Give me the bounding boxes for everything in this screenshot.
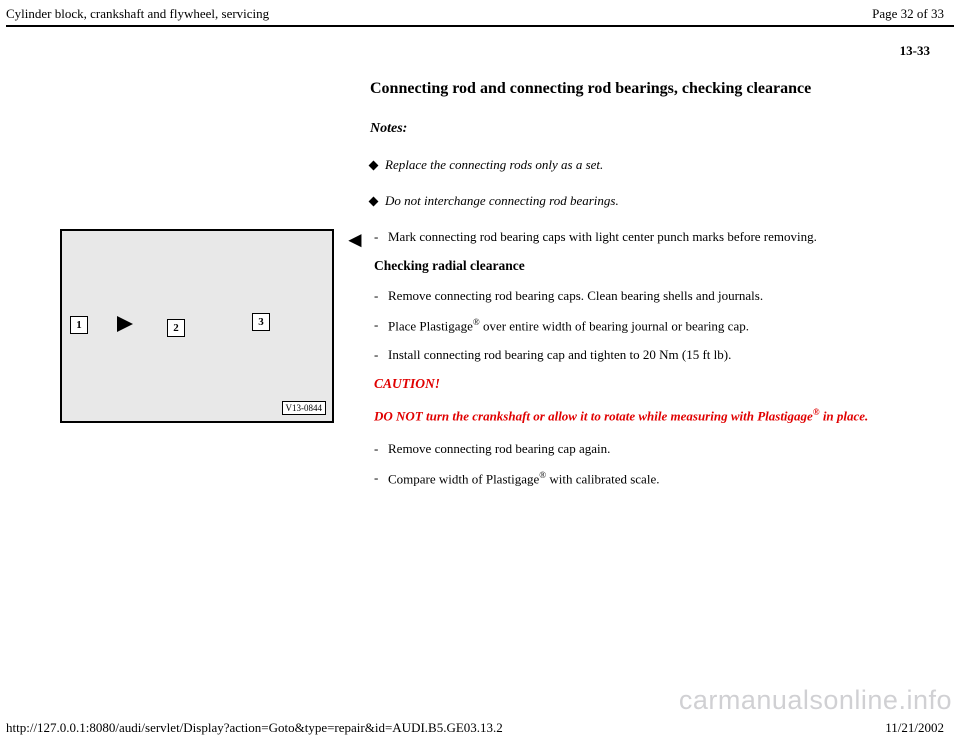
content-area: 13-33 Connecting rod and connecting rod … — [0, 43, 960, 500]
technical-illustration: 1 2 3 V13-0844 — [60, 229, 334, 423]
header-page-label: Page 32 of 33 — [872, 6, 944, 22]
watermark: carmanualsonline.info — [679, 685, 952, 716]
dash-bullet: - — [374, 317, 388, 335]
pointer-arrow-icon: ◄ — [344, 229, 374, 251]
note-item: Replace the connecting rods only as a se… — [370, 157, 940, 173]
callout-2: 2 — [167, 319, 185, 337]
footer-url: http://127.0.0.1:8080/audi/servlet/Displ… — [6, 720, 503, 736]
registered-mark-icon: ® — [473, 317, 480, 327]
text-segment: with calibrated scale. — [546, 471, 659, 486]
footer-date: 11/21/2002 — [885, 720, 944, 736]
text-segment: in place. — [820, 408, 869, 423]
instruction-text: Place Plastigage® over entire width of b… — [388, 317, 749, 335]
instruction-text: Mark connecting rod bearing caps with li… — [388, 229, 817, 246]
registered-mark-icon: ® — [813, 407, 820, 417]
notes-label: Notes: — [370, 121, 940, 137]
instruction-item: - Remove connecting rod bearing caps. Cl… — [374, 288, 930, 305]
instructions-column: - Mark connecting rod bearing caps with … — [374, 229, 940, 500]
instruction-item: - Compare width of Plastigage® with cali… — [374, 470, 930, 488]
dash-bullet: - — [374, 229, 388, 246]
figure-code: V13-0844 — [282, 401, 327, 415]
arrow-icon — [117, 316, 133, 332]
callout-3: 3 — [252, 313, 270, 331]
dash-bullet: - — [374, 470, 388, 488]
note-item: Do not interchange connecting rod bearin… — [370, 193, 940, 209]
page-header: Cylinder block, crankshaft and flywheel,… — [0, 0, 960, 25]
sub-heading: Checking radial clearance — [374, 258, 930, 274]
instruction-item: - Install connecting rod bearing cap and… — [374, 347, 930, 364]
instruction-item: - Place Plastigage® over entire width of… — [374, 317, 930, 335]
caution-text: DO NOT turn the crankshaft or allow it t… — [374, 406, 930, 425]
dash-bullet: - — [374, 347, 388, 364]
header-rule — [6, 25, 954, 27]
instruction-text: Remove connecting rod bearing cap again. — [388, 441, 610, 458]
caution-label: CAUTION! — [374, 376, 930, 392]
body-section: 1 2 3 V13-0844 ◄ - Mark connecting rod b… — [60, 229, 940, 500]
dash-bullet: - — [374, 441, 388, 458]
section-heading: Connecting rod and connecting rod bearin… — [370, 79, 940, 99]
callout-1: 1 — [70, 316, 88, 334]
dash-bullet: - — [374, 288, 388, 305]
text-segment: DO NOT turn the crankshaft or allow it t… — [374, 408, 813, 423]
header-title: Cylinder block, crankshaft and flywheel,… — [6, 6, 269, 22]
instruction-item: - Mark connecting rod bearing caps with … — [374, 229, 930, 246]
text-segment: over entire width of bearing journal or … — [480, 318, 749, 333]
diamond-bullet-icon — [369, 197, 379, 207]
page-footer: http://127.0.0.1:8080/audi/servlet/Displ… — [0, 716, 960, 742]
note-text: Do not interchange connecting rod bearin… — [385, 193, 619, 209]
note-text: Replace the connecting rods only as a se… — [385, 157, 603, 173]
text-segment: Place Plastigage — [388, 318, 473, 333]
text-segment: Compare width of Plastigage — [388, 471, 539, 486]
section-number: 13-33 — [60, 43, 930, 59]
intro-column: Connecting rod and connecting rod bearin… — [370, 79, 940, 209]
instruction-text: Install connecting rod bearing cap and t… — [388, 347, 731, 364]
instruction-item: - Remove connecting rod bearing cap agai… — [374, 441, 930, 458]
instruction-text: Compare width of Plastigage® with calibr… — [388, 470, 659, 488]
instruction-text: Remove connecting rod bearing caps. Clea… — [388, 288, 763, 305]
diamond-bullet-icon — [369, 161, 379, 171]
